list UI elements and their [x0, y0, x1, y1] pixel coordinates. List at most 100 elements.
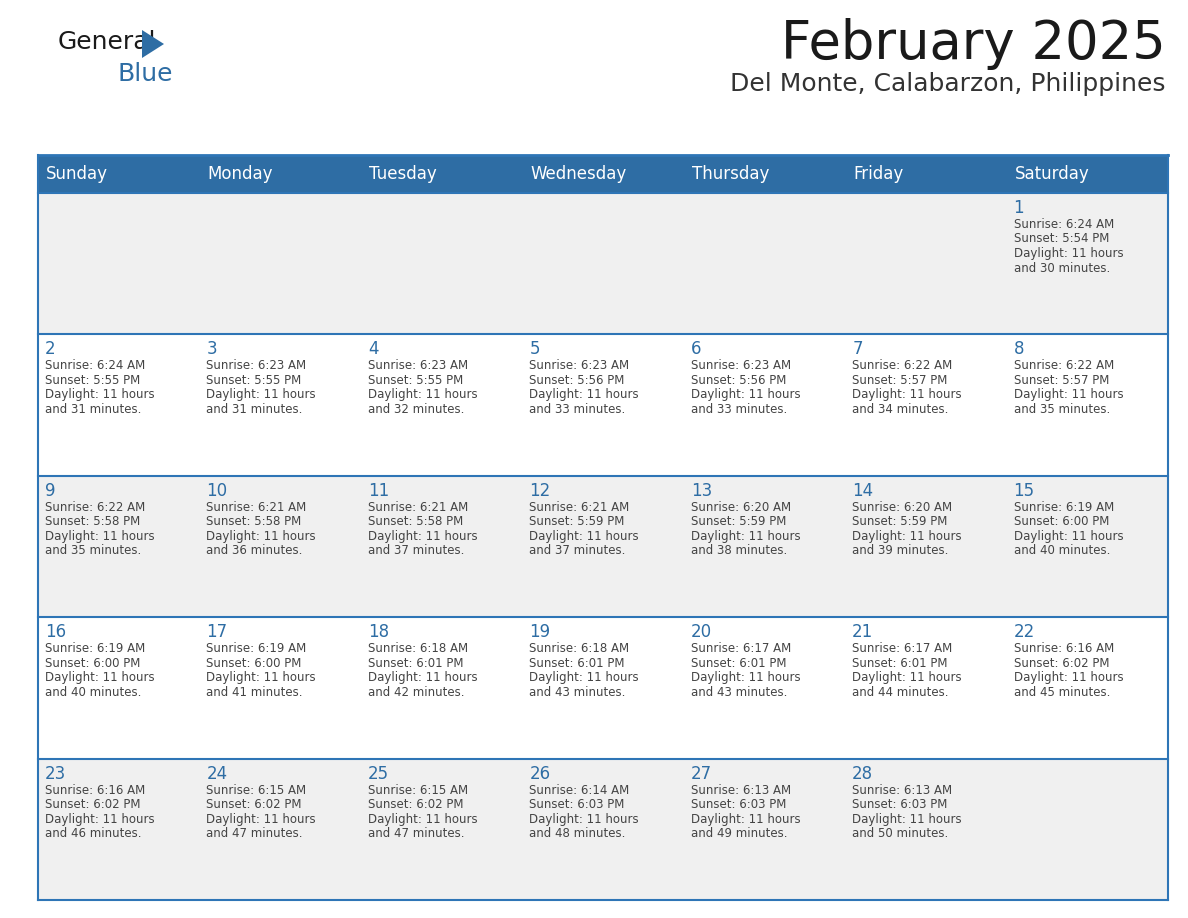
Text: and 31 minutes.: and 31 minutes.: [207, 403, 303, 416]
Text: Daylight: 11 hours: Daylight: 11 hours: [45, 388, 154, 401]
Text: Daylight: 11 hours: Daylight: 11 hours: [1013, 388, 1123, 401]
Text: Sunset: 5:57 PM: Sunset: 5:57 PM: [852, 374, 948, 386]
Text: Sunset: 5:55 PM: Sunset: 5:55 PM: [368, 374, 463, 386]
Text: Daylight: 11 hours: Daylight: 11 hours: [690, 530, 801, 543]
Text: Sunrise: 6:15 AM: Sunrise: 6:15 AM: [368, 784, 468, 797]
Text: Daylight: 11 hours: Daylight: 11 hours: [1013, 671, 1123, 684]
Text: Sunrise: 6:14 AM: Sunrise: 6:14 AM: [530, 784, 630, 797]
Text: and 44 minutes.: and 44 minutes.: [852, 686, 949, 699]
Text: Sunrise: 6:17 AM: Sunrise: 6:17 AM: [690, 643, 791, 655]
Text: and 43 minutes.: and 43 minutes.: [530, 686, 626, 699]
Bar: [38, 155, 200, 193]
Text: Daylight: 11 hours: Daylight: 11 hours: [207, 812, 316, 825]
Text: Daylight: 11 hours: Daylight: 11 hours: [207, 530, 316, 543]
Text: 16: 16: [45, 623, 67, 641]
Text: Daylight: 11 hours: Daylight: 11 hours: [207, 671, 316, 684]
Text: Sunset: 5:54 PM: Sunset: 5:54 PM: [1013, 232, 1108, 245]
Text: Sunset: 6:01 PM: Sunset: 6:01 PM: [690, 656, 786, 670]
Text: and 36 minutes.: and 36 minutes.: [207, 544, 303, 557]
Text: and 37 minutes.: and 37 minutes.: [530, 544, 626, 557]
Text: Sunset: 6:01 PM: Sunset: 6:01 PM: [368, 656, 463, 670]
Text: and 47 minutes.: and 47 minutes.: [368, 827, 465, 840]
Bar: [38, 476, 1168, 617]
Text: Daylight: 11 hours: Daylight: 11 hours: [690, 671, 801, 684]
Text: and 40 minutes.: and 40 minutes.: [1013, 544, 1110, 557]
Text: Daylight: 11 hours: Daylight: 11 hours: [1013, 530, 1123, 543]
Text: Sunset: 5:55 PM: Sunset: 5:55 PM: [207, 374, 302, 386]
Text: and 48 minutes.: and 48 minutes.: [530, 827, 626, 840]
Text: Daylight: 11 hours: Daylight: 11 hours: [45, 671, 154, 684]
Text: Sunset: 6:00 PM: Sunset: 6:00 PM: [45, 656, 140, 670]
Text: 1: 1: [1013, 199, 1024, 217]
Text: 7: 7: [852, 341, 862, 358]
Text: Friday: Friday: [853, 165, 903, 183]
Text: Sunday: Sunday: [46, 165, 108, 183]
Bar: [1006, 155, 1168, 193]
Text: Sunset: 5:58 PM: Sunset: 5:58 PM: [45, 515, 140, 528]
Text: Sunrise: 6:23 AM: Sunrise: 6:23 AM: [530, 360, 630, 373]
Text: Sunset: 5:59 PM: Sunset: 5:59 PM: [530, 515, 625, 528]
Text: 21: 21: [852, 623, 873, 641]
Text: 10: 10: [207, 482, 228, 499]
Bar: [523, 155, 684, 193]
Text: 15: 15: [1013, 482, 1035, 499]
Text: Monday: Monday: [208, 165, 273, 183]
Text: Sunset: 5:56 PM: Sunset: 5:56 PM: [690, 374, 786, 386]
Text: Sunset: 6:01 PM: Sunset: 6:01 PM: [530, 656, 625, 670]
Text: Sunrise: 6:13 AM: Sunrise: 6:13 AM: [852, 784, 953, 797]
Text: Sunrise: 6:19 AM: Sunrise: 6:19 AM: [207, 643, 307, 655]
Text: 12: 12: [530, 482, 550, 499]
Text: Daylight: 11 hours: Daylight: 11 hours: [530, 812, 639, 825]
Text: Sunset: 5:55 PM: Sunset: 5:55 PM: [45, 374, 140, 386]
Text: and 35 minutes.: and 35 minutes.: [45, 544, 141, 557]
Text: Sunrise: 6:20 AM: Sunrise: 6:20 AM: [852, 501, 953, 514]
Text: Sunrise: 6:22 AM: Sunrise: 6:22 AM: [45, 501, 145, 514]
Text: Sunset: 5:58 PM: Sunset: 5:58 PM: [368, 515, 463, 528]
Text: 26: 26: [530, 765, 550, 783]
Text: and 42 minutes.: and 42 minutes.: [368, 686, 465, 699]
Text: Sunrise: 6:22 AM: Sunrise: 6:22 AM: [852, 360, 953, 373]
Polygon shape: [143, 30, 164, 58]
Text: Sunrise: 6:16 AM: Sunrise: 6:16 AM: [1013, 643, 1114, 655]
Text: Sunrise: 6:16 AM: Sunrise: 6:16 AM: [45, 784, 145, 797]
Text: 24: 24: [207, 765, 228, 783]
Text: Sunrise: 6:13 AM: Sunrise: 6:13 AM: [690, 784, 791, 797]
Text: 23: 23: [45, 765, 67, 783]
Bar: [845, 155, 1006, 193]
Text: 8: 8: [1013, 341, 1024, 358]
Text: Wednesday: Wednesday: [530, 165, 626, 183]
Text: Sunrise: 6:19 AM: Sunrise: 6:19 AM: [1013, 501, 1114, 514]
Text: 2: 2: [45, 341, 56, 358]
Text: Daylight: 11 hours: Daylight: 11 hours: [852, 812, 962, 825]
Bar: [684, 155, 845, 193]
Text: February 2025: February 2025: [782, 18, 1165, 70]
Text: and 30 minutes.: and 30 minutes.: [1013, 262, 1110, 274]
Text: Sunset: 5:58 PM: Sunset: 5:58 PM: [207, 515, 302, 528]
Text: Sunrise: 6:24 AM: Sunrise: 6:24 AM: [1013, 218, 1114, 231]
Text: Del Monte, Calabarzon, Philippines: Del Monte, Calabarzon, Philippines: [731, 72, 1165, 96]
Bar: [38, 193, 1168, 334]
Text: Daylight: 11 hours: Daylight: 11 hours: [368, 671, 478, 684]
Text: Sunrise: 6:15 AM: Sunrise: 6:15 AM: [207, 784, 307, 797]
Text: Sunset: 6:02 PM: Sunset: 6:02 PM: [368, 798, 463, 812]
Text: Sunrise: 6:23 AM: Sunrise: 6:23 AM: [207, 360, 307, 373]
Text: and 46 minutes.: and 46 minutes.: [45, 827, 141, 840]
Text: Daylight: 11 hours: Daylight: 11 hours: [207, 388, 316, 401]
Text: and 41 minutes.: and 41 minutes.: [207, 686, 303, 699]
Text: Blue: Blue: [118, 62, 173, 86]
Text: General: General: [58, 30, 157, 54]
Text: 3: 3: [207, 341, 217, 358]
Text: Thursday: Thursday: [691, 165, 769, 183]
Text: Sunset: 5:57 PM: Sunset: 5:57 PM: [1013, 374, 1108, 386]
Bar: [38, 334, 1168, 476]
Text: 13: 13: [690, 482, 712, 499]
Text: Sunrise: 6:21 AM: Sunrise: 6:21 AM: [530, 501, 630, 514]
Text: and 45 minutes.: and 45 minutes.: [1013, 686, 1110, 699]
Text: Sunset: 5:56 PM: Sunset: 5:56 PM: [530, 374, 625, 386]
Text: Saturday: Saturday: [1015, 165, 1089, 183]
Text: Daylight: 11 hours: Daylight: 11 hours: [530, 388, 639, 401]
Bar: [38, 758, 1168, 900]
Text: and 39 minutes.: and 39 minutes.: [852, 544, 948, 557]
Text: Sunrise: 6:20 AM: Sunrise: 6:20 AM: [690, 501, 791, 514]
Bar: [38, 617, 1168, 758]
